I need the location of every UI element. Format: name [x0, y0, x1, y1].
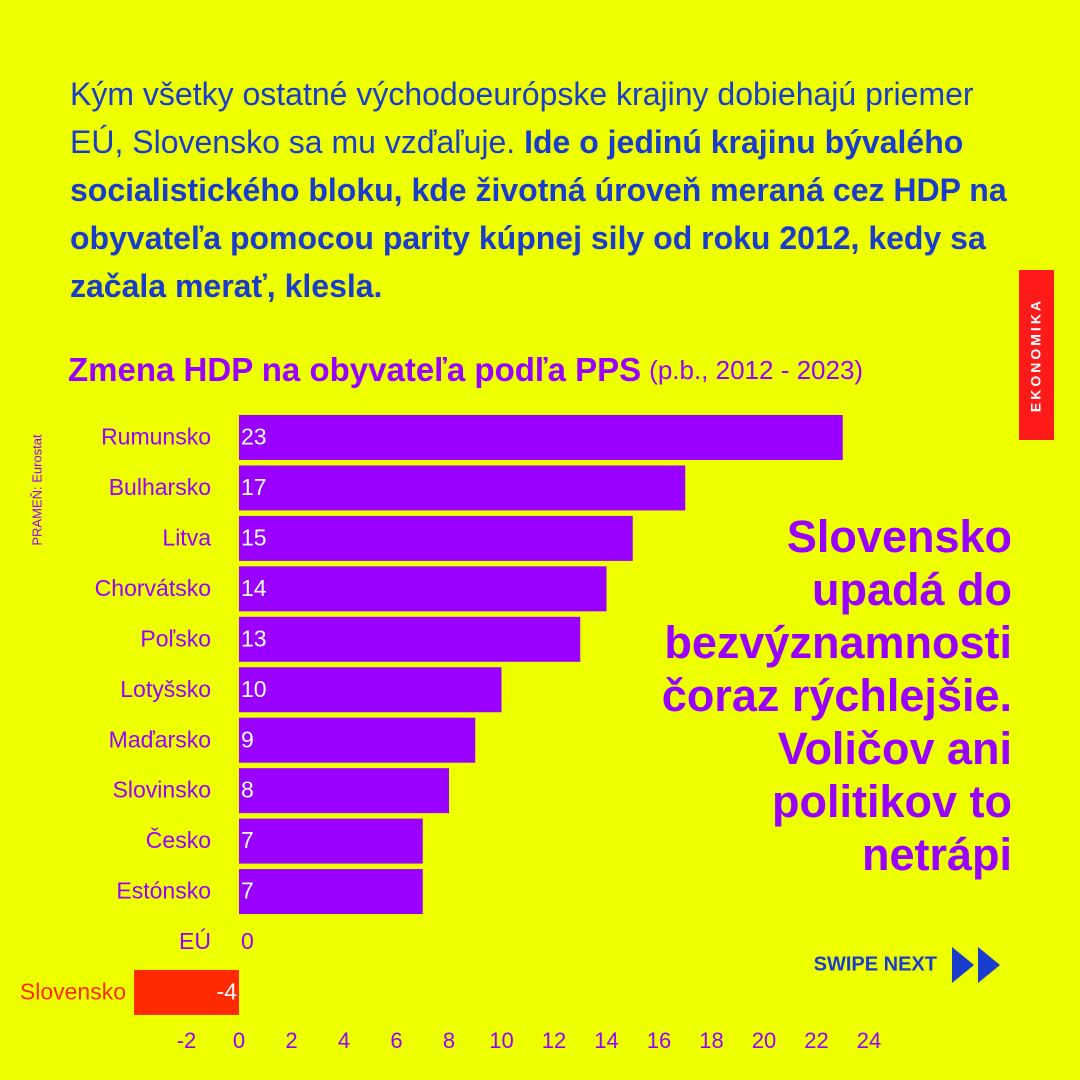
value-label: 14	[241, 575, 267, 601]
value-label: 23	[241, 424, 267, 450]
category-label: Lotyšsko	[120, 676, 211, 702]
value-label: 7	[241, 878, 254, 904]
value-label: 13	[241, 625, 267, 651]
chart-title: Zmena HDP na obyvateľa podľa PPS	[68, 351, 641, 388]
category-label: Litva	[162, 524, 211, 550]
bar	[239, 667, 502, 713]
category-label: Estónsko	[116, 878, 211, 904]
bar	[239, 465, 686, 511]
bar	[239, 616, 581, 662]
category-label: Slovensko	[20, 979, 126, 1005]
tag: EKONOMIKA	[1028, 298, 1044, 412]
x-tick-label: 12	[542, 1028, 566, 1053]
bar	[239, 869, 423, 915]
value-label: 8	[241, 777, 254, 803]
chart-subtitle: (p.b., 2012 - 2023)	[649, 355, 863, 385]
annotation-line: bezvýznamnosti	[664, 617, 1012, 668]
x-tick-label: 2	[285, 1028, 297, 1053]
x-tick-label: 0	[233, 1028, 245, 1053]
x-tick-label: 14	[594, 1028, 618, 1053]
bar	[239, 768, 449, 814]
annotation-line: čoraz rýchlejšie.	[662, 670, 1012, 721]
source: PRAMEŇ: Eurostat	[29, 434, 44, 546]
category-label: Bulharsko	[109, 474, 211, 500]
x-tick-label: -2	[177, 1028, 197, 1053]
annotation-line: Voličov ani	[778, 723, 1012, 774]
category-label: Chorvátsko	[95, 575, 211, 601]
bar	[239, 717, 476, 763]
tag-box	[1019, 270, 1054, 440]
x-tick-label: 4	[338, 1028, 350, 1053]
x-tick-label: 8	[443, 1028, 455, 1053]
swipe-label[interactable]: SWIPE NEXT	[814, 953, 937, 975]
x-tick-label: 6	[390, 1028, 402, 1053]
value-label: 15	[241, 524, 267, 550]
category-label: Maďarsko	[109, 726, 211, 752]
x-tick-label: 18	[699, 1028, 723, 1053]
annotation-line: Slovensko	[787, 511, 1012, 562]
intro-bold: Ide o jedinú krajinu bývalého socialisti…	[70, 124, 1007, 304]
value-label: 0	[241, 928, 254, 954]
value-label: 17	[241, 474, 267, 500]
value-label: 7	[241, 827, 254, 853]
swipe-arrow[interactable]	[952, 947, 974, 983]
bar	[239, 566, 607, 612]
category-label: Slovinsko	[113, 777, 211, 803]
annotation-line: upadá do	[812, 564, 1012, 615]
value-label: 10	[241, 676, 267, 702]
x-tick-label: 24	[857, 1028, 881, 1053]
bar	[239, 818, 423, 864]
intro: Kým všetky ostatné východoeurópske kraji…	[70, 70, 1030, 310]
x-tick-label: 10	[489, 1028, 513, 1053]
x-tick-label: 22	[804, 1028, 828, 1053]
x-tick-label: 20	[752, 1028, 776, 1053]
category-label: EÚ	[179, 928, 211, 954]
annotation-line: netrápi	[862, 829, 1012, 880]
bar	[239, 515, 633, 561]
category-label: Česko	[146, 826, 211, 853]
bar	[134, 969, 239, 1015]
category-label: Poľsko	[140, 625, 211, 651]
x-tick-label: 16	[647, 1028, 671, 1053]
bar	[239, 415, 843, 460]
value-label: 9	[241, 726, 254, 752]
intro-regular: Kým všetky ostatné východoeurópske kraji…	[70, 76, 974, 160]
chart-title-group: Zmena HDP na obyvateľa podľa PPS (p.b., 2…	[68, 351, 863, 388]
swipe-arrow[interactable]	[978, 947, 1000, 983]
annotation-line: politikov to	[772, 776, 1012, 827]
value-label: -4	[217, 979, 238, 1005]
category-label: Rumunsko	[101, 424, 211, 450]
